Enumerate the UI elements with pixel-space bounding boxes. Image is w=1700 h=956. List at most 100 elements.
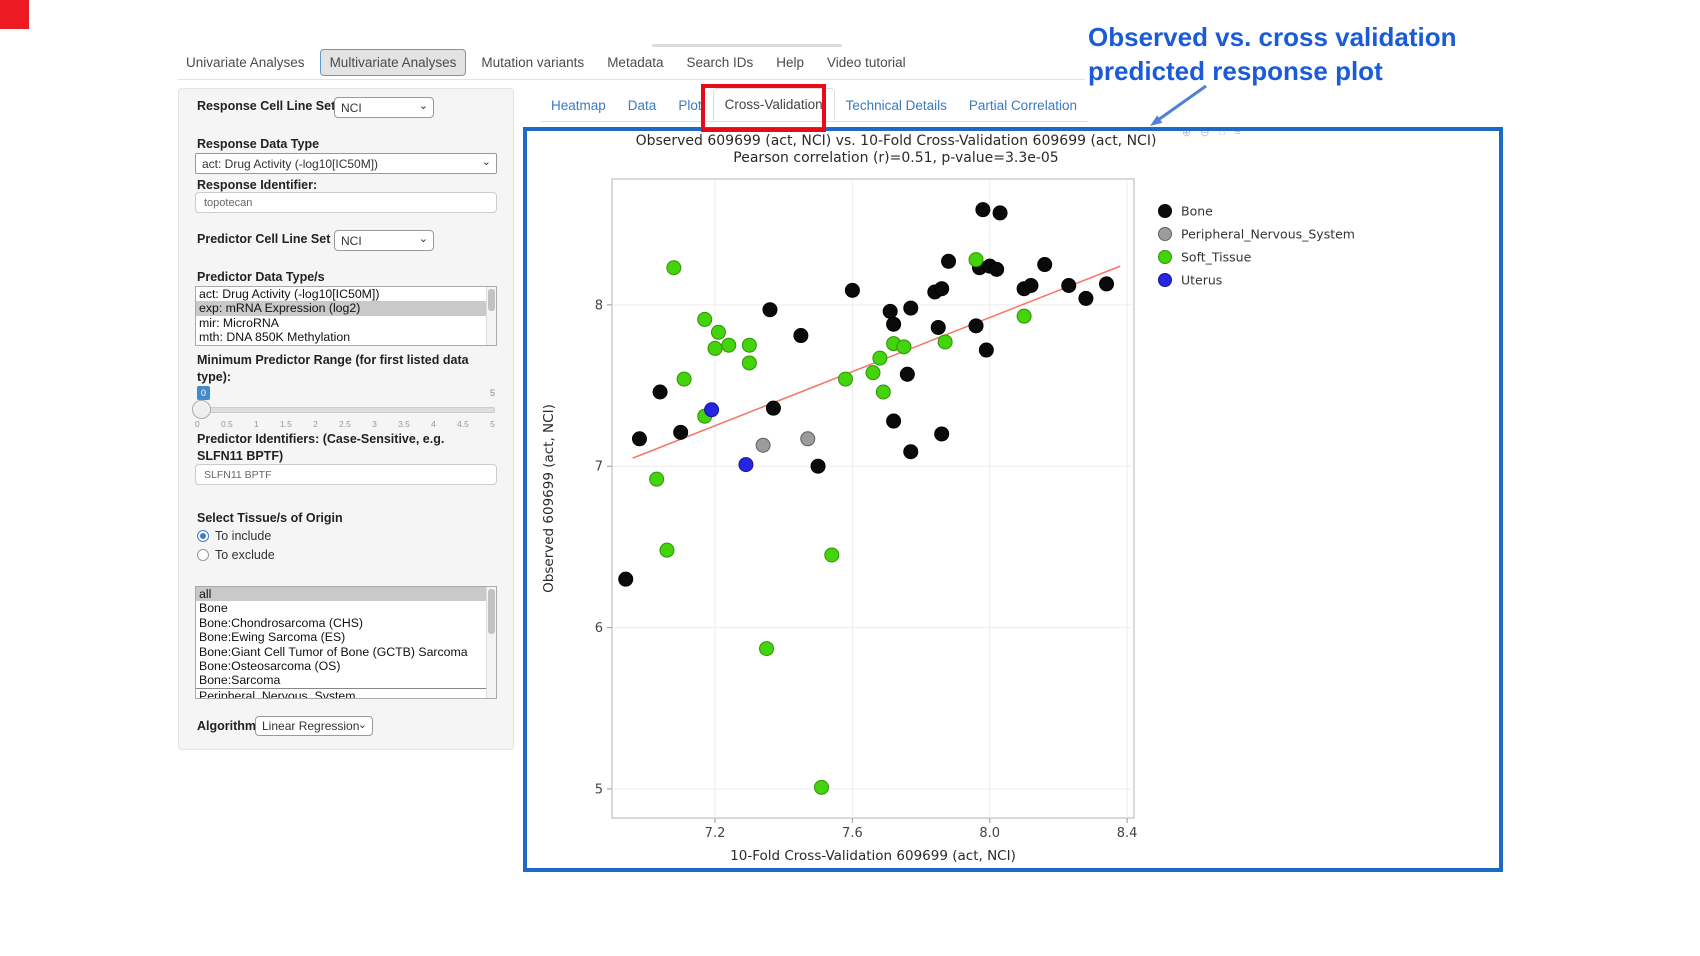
nav-item-multivariate[interactable]: Multivariate Analyses [319,48,467,76]
legend-label: Peripheral_Nervous_System [1181,227,1355,242]
tab-data[interactable]: Data [627,98,657,113]
nav-item-search-ids[interactable]: Search IDs [686,54,754,70]
legend-item-bone[interactable] [1158,204,1172,218]
x-tick-label: 8.4 [1117,826,1138,841]
legend-marker-icon [1158,227,1172,241]
response-cell-line-set-select[interactable]: NCI [334,97,434,118]
predictor-cell-line-set-label: Predictor Cell Line Set [197,232,331,246]
list-item[interactable]: mir: MicroRNA [199,315,279,330]
tissue-origin-listbox[interactable]: all Bone Bone:Chondrosarcoma (CHS) Bone:… [195,586,497,699]
legend-item-soft_tissue[interactable] [1158,250,1172,264]
tab-partial-correlation[interactable]: Partial Correlation [968,98,1077,113]
min-predictor-range-label: Minimum Predictor Range (for first liste… [197,353,469,384]
legend-item-peripheral_nervous_system[interactable] [1158,227,1172,241]
series-uterus [704,402,754,473]
cross-validation-plot[interactable]: Observed 609699 (act, NCI) vs. 10-Fold C… [527,131,1499,868]
scatter-point [886,316,902,332]
list-item[interactable]: exp: mRNA Expression (log2) [196,301,496,316]
chart-title: Observed 609699 (act, NCI) vs. 10-Fold C… [636,133,1157,149]
settings-sidebar: Response Cell Line Set NCI Response Data… [178,88,514,750]
scatter-point [930,319,946,335]
x-axis-title: 10-Fold Cross-Validation 609699 (act, NC… [730,848,1016,864]
scatter-point [838,371,854,387]
min-predictor-range-slider[interactable] [201,407,495,413]
tissue-origin-label: Select Tissue/s of Origin [197,511,343,525]
list-item[interactable]: act: Drug Activity (-log10[IC50M]) [199,287,380,301]
list-item[interactable]: Bone:Ewing Sarcoma (ES) [199,630,346,645]
scatter-point [903,300,919,316]
tab-cross-validation[interactable]: Cross-Validation [712,88,835,121]
response-data-type-select[interactable]: act: Drug Activity (-log10[IC50M]) [195,153,497,174]
predictor-identifiers-label: Predictor Identifiers: (Case-Sensitive, … [197,432,445,463]
list-item[interactable]: Bone:Chondrosarcoma (CHS) [199,615,364,630]
tab-plot[interactable]: Plot [678,98,702,113]
scatter-point [903,444,919,460]
annotation-arrow-icon [1150,84,1207,126]
predictor-identifiers-input[interactable] [195,464,497,485]
scatter-point [800,431,816,447]
nav-item-video-tutorial[interactable]: Video tutorial [827,54,906,70]
scatter-point [649,471,665,487]
scatter-point [793,328,809,344]
annotation-callout: Observed vs. cross validation predicted … [1088,20,1457,88]
radio-dot-icon [197,549,209,561]
scatter-point [865,365,881,381]
list-item[interactable]: Peripheral_Nervous_System [196,687,496,698]
slider-value-badge: 0 [197,386,210,400]
list-item[interactable]: all [196,587,496,602]
scatter-point [676,371,692,387]
tab-heatmap[interactable]: Heatmap [551,98,606,113]
scatter-point [872,350,888,366]
y-tick-label: 8 [595,298,603,313]
scatter-point [741,337,757,353]
legend-label: Uterus [1181,273,1222,288]
scatter-point [631,431,647,447]
scatter-point [721,337,737,353]
nav-item-metadata[interactable]: Metadata [607,54,664,70]
slider-handle[interactable] [192,400,211,419]
tab-technical-details[interactable]: Technical Details [845,98,947,113]
scatter-point [755,437,771,453]
scatter-point [1016,308,1032,324]
response-cell-line-set-label: Response Cell Line Set [197,99,336,113]
radio-to-include[interactable]: To include [197,529,271,543]
scatter-point [882,303,898,319]
nav-item-help[interactable]: Help [776,54,805,70]
scatter-point [934,281,950,297]
scatter-point [697,311,713,327]
list-item[interactable]: Bone:Sarcoma [199,673,281,688]
menu-icon[interactable]: ≡ [1234,126,1241,138]
algorithm-select[interactable]: Linear Regression [255,716,373,736]
predictor-data-types-listbox[interactable]: act: Drug Activity (-log10[IC50M]) exp: … [195,286,497,346]
scatter-point [759,641,775,657]
nav-item-univariate[interactable]: Univariate Analyses [186,54,305,70]
x-tick-label: 7.2 [705,826,726,841]
scatter-point [1099,276,1115,292]
list-item[interactable]: mth: DNA 850K Methylation [199,330,351,345]
slider-tick-labels: 0 0.5 1 1.5 2 2.5 3 3.5 4 4.5 5 [195,419,495,429]
radio-to-exclude[interactable]: To exclude [197,548,275,562]
scatter-point [673,424,689,440]
legend-label: Soft_Tissue [1181,250,1252,265]
response-identifier-label: Response Identifier: [197,178,318,192]
predictor-cell-line-set-select[interactable]: NCI [334,230,434,251]
scatter-point [741,355,757,371]
scatter-point [1023,278,1039,293]
scrollbar[interactable] [486,287,496,345]
list-item[interactable]: Bone [199,601,228,616]
chart-canvas[interactable]: Observed 609699 (act, NCI) vs. 10-Fold C… [527,131,1499,868]
zoom-out-icon[interactable]: ⊖ [1200,127,1210,139]
scrollbar[interactable] [486,587,496,698]
zoom-in-icon[interactable]: ⊕ [1182,127,1192,139]
legend-item-uterus[interactable] [1158,273,1172,287]
tabs-divider [540,121,1088,122]
scatter-point [738,457,754,473]
response-identifier-input[interactable] [195,192,497,213]
y-tick-label: 6 [595,621,603,636]
plot-panel[interactable] [611,178,1135,819]
list-item[interactable]: Bone:Osteosarcoma (OS) [199,658,341,673]
nav-item-mutation-variants[interactable]: Mutation variants [481,54,585,70]
reset-view-icon[interactable]: ⌂ [1218,126,1226,138]
list-item[interactable]: Bone:Giant Cell Tumor of Bone (GCTB) Sar… [199,644,468,659]
